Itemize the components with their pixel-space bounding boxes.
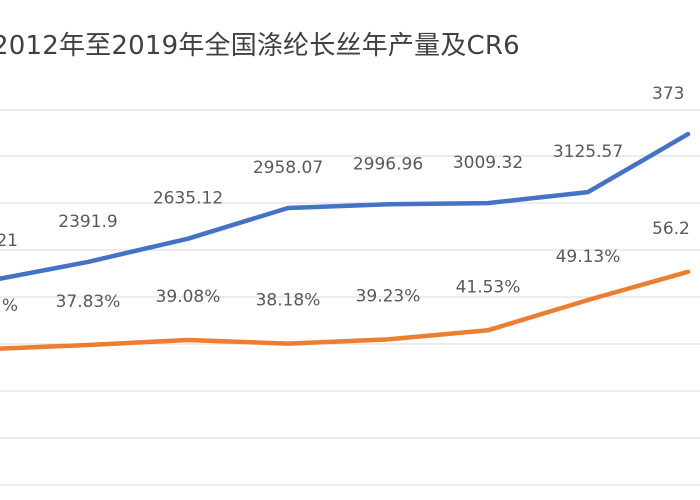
data-label-1-7: 56.2 (652, 219, 690, 239)
data-label-1-0: % (2, 296, 18, 316)
data-labels: 21 2391.9 2635.12 2958.07 2996.96 3009.32 3125… (0, 84, 690, 316)
data-label-0-5: 3009.32 (453, 153, 523, 173)
gridlines (0, 109, 700, 486)
data-label-1-1: 37.83% (56, 292, 121, 312)
data-label-1-2: 39.08% (156, 287, 221, 307)
chart-title: 2012年至2019年全国涤纶长丝年产量及CR6 (0, 31, 520, 61)
series-line-1 (0, 269, 691, 351)
data-label-1-5: 41.53% (456, 277, 521, 297)
data-label-0-3: 2958.07 (253, 158, 323, 178)
data-label-0-0: 21 (0, 231, 18, 251)
data-label-1-4: 39.23% (356, 286, 421, 306)
series-line-0 (0, 131, 691, 281)
data-label-0-2: 2635.12 (153, 189, 223, 209)
series-lines (0, 131, 691, 351)
data-label-0-6: 3125.57 (553, 142, 623, 162)
data-label-0-1: 2391.9 (58, 212, 117, 232)
data-label-1-3: 38.18% (256, 291, 321, 311)
data-label-0-7: 373 (652, 84, 684, 104)
data-label-0-4: 2996.96 (353, 154, 423, 174)
data-label-1-6: 49.13% (556, 247, 621, 267)
